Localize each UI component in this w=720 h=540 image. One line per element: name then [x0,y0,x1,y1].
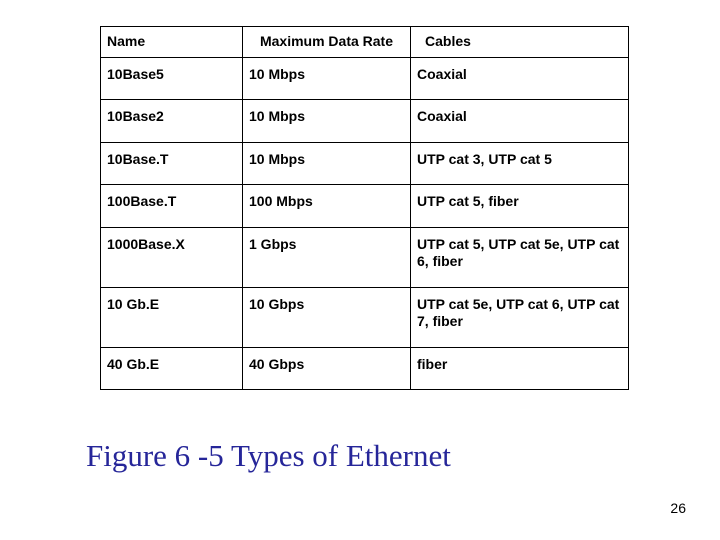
cell-name: 1000Base.X [101,227,243,287]
table-row: 10Base5 10 Mbps Coaxial [101,57,629,100]
table-row: 10Base.T 10 Mbps UTP cat 3, UTP cat 5 [101,142,629,185]
cell-name: 10Base.T [101,142,243,185]
cell-cables: UTP cat 3, UTP cat 5 [411,142,629,185]
cell-cables: UTP cat 5e, UTP cat 6, UTP cat 7, fiber [411,287,629,347]
table-row: 40 Gb.E 40 Gbps fiber [101,347,629,390]
cell-cables: fiber [411,347,629,390]
slide: Name Maximum Data Rate Cables 10Base5 10… [0,0,720,540]
cell-name: 10Base2 [101,100,243,143]
cell-rate: 10 Mbps [243,57,411,100]
cell-name: 10Base5 [101,57,243,100]
cell-rate: 10 Gbps [243,287,411,347]
cell-name: 10 Gb.E [101,287,243,347]
cell-rate: 1 Gbps [243,227,411,287]
ethernet-table-container: Name Maximum Data Rate Cables 10Base5 10… [100,26,628,390]
col-header-rate: Maximum Data Rate [243,27,411,58]
col-header-cables: Cables [411,27,629,58]
cell-cables: UTP cat 5, fiber [411,185,629,228]
table-row: 100Base.T 100 Mbps UTP cat 5, fiber [101,185,629,228]
col-header-name: Name [101,27,243,58]
table-row: 10 Gb.E 10 Gbps UTP cat 5e, UTP cat 6, U… [101,287,629,347]
cell-cables: Coaxial [411,100,629,143]
cell-rate: 10 Mbps [243,142,411,185]
cell-rate: 40 Gbps [243,347,411,390]
cell-rate: 100 Mbps [243,185,411,228]
page-number: 26 [670,500,686,516]
table-row: 1000Base.X 1 Gbps UTP cat 5, UTP cat 5e,… [101,227,629,287]
cell-name: 100Base.T [101,185,243,228]
table-row: 10Base2 10 Mbps Coaxial [101,100,629,143]
table-header-row: Name Maximum Data Rate Cables [101,27,629,58]
ethernet-table: Name Maximum Data Rate Cables 10Base5 10… [100,26,629,390]
cell-cables: UTP cat 5, UTP cat 5e, UTP cat 6, fiber [411,227,629,287]
figure-caption: Figure 6 -5 Types of Ethernet [86,438,451,474]
cell-rate: 10 Mbps [243,100,411,143]
cell-name: 40 Gb.E [101,347,243,390]
cell-cables: Coaxial [411,57,629,100]
